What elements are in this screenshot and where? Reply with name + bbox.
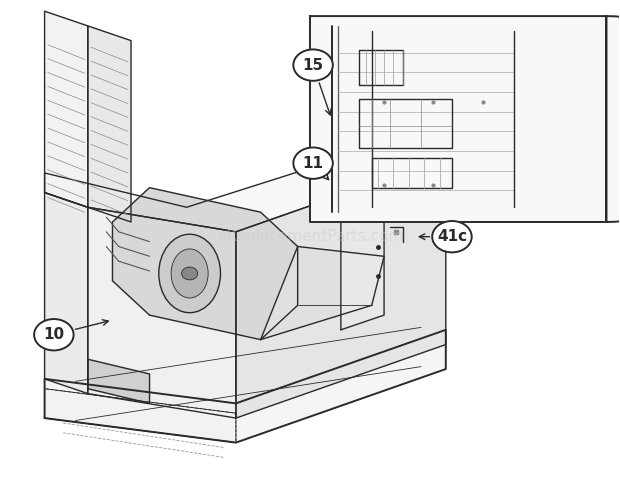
Circle shape [34, 319, 74, 351]
Text: 41c: 41c [437, 229, 467, 244]
Polygon shape [88, 359, 149, 403]
Polygon shape [236, 158, 446, 418]
Polygon shape [260, 246, 384, 340]
Ellipse shape [171, 249, 208, 298]
Polygon shape [45, 388, 236, 443]
Polygon shape [112, 188, 298, 340]
Circle shape [432, 221, 472, 252]
Circle shape [182, 267, 198, 280]
Polygon shape [372, 158, 452, 188]
Polygon shape [45, 139, 446, 232]
Text: 10: 10 [43, 327, 64, 342]
Text: 15: 15 [303, 58, 324, 72]
Text: eReplacementParts.com: eReplacementParts.com [217, 229, 403, 244]
Polygon shape [45, 11, 88, 207]
Polygon shape [88, 207, 236, 418]
Polygon shape [360, 100, 452, 148]
Polygon shape [45, 330, 446, 443]
Polygon shape [45, 193, 88, 393]
Circle shape [293, 147, 333, 179]
Circle shape [293, 49, 333, 81]
Polygon shape [360, 50, 402, 85]
Polygon shape [310, 16, 620, 222]
Text: 11: 11 [303, 156, 324, 171]
Ellipse shape [159, 234, 221, 313]
Polygon shape [341, 173, 384, 330]
Polygon shape [88, 26, 131, 222]
